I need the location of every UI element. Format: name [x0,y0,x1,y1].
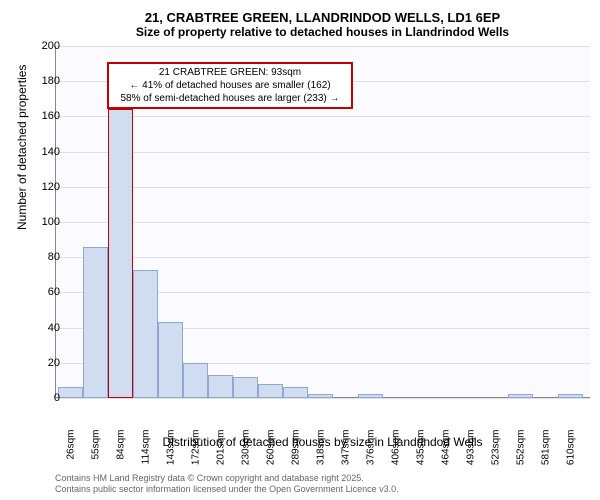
y-tick-label: 200 [30,40,60,52]
y-tick-label: 180 [30,75,60,87]
histogram-bar [183,363,208,398]
histogram-bar [158,322,183,398]
histogram-bar [83,247,108,398]
x-tick-label: 581sqm [540,430,551,470]
histogram-bar [558,394,583,398]
y-tick-label: 160 [30,110,60,122]
chart-container: 21, CRABTREE GREEN, LLANDRINDOD WELLS, L… [55,10,590,425]
histogram-bar [283,387,308,398]
x-tick-label: 406sqm [390,430,401,470]
x-tick-label: 523sqm [490,430,501,470]
y-tick-label: 120 [30,181,60,193]
annotation-line: 21 CRABTREE GREEN: 93sqm [113,66,347,79]
histogram-bar [58,387,83,398]
histogram-bar [208,375,233,398]
annotation-line: ← 41% of detached houses are smaller (16… [113,79,347,92]
x-tick-label: 435sqm [415,430,426,470]
grid-line [55,257,590,258]
x-tick-label: 172sqm [190,430,201,470]
y-tick-label: 100 [30,216,60,228]
x-tick-label: 552sqm [515,430,526,470]
y-tick-label: 20 [30,357,60,369]
x-tick-label: 114sqm [140,430,151,470]
x-tick-label: 143sqm [165,430,176,470]
grid-line [55,116,590,117]
histogram-bar [508,394,533,398]
histogram-bar [108,109,133,398]
footer-line1: Contains HM Land Registry data © Crown c… [55,473,399,485]
x-tick-label: 289sqm [290,430,301,470]
x-tick-label: 230sqm [240,430,251,470]
grid-line [55,222,590,223]
y-tick-label: 40 [30,322,60,334]
annotation-callout: 21 CRABTREE GREEN: 93sqm← 41% of detache… [107,62,353,109]
histogram-bar [358,394,383,398]
grid-line [55,398,590,399]
footer-line2: Contains public sector information licen… [55,484,399,496]
x-tick-label: 610sqm [565,430,576,470]
histogram-bar [233,377,258,398]
histogram-bar [258,384,283,398]
annotation-line: 58% of semi-detached houses are larger (… [113,92,347,105]
plot-area: 21 CRABTREE GREEN: 93sqm← 41% of detache… [55,46,590,398]
histogram-bar [308,394,333,398]
x-tick-label: 493sqm [465,430,476,470]
x-tick-label: 464sqm [440,430,451,470]
y-axis-label: Number of detached properties [15,65,29,230]
x-tick-label: 260sqm [265,430,276,470]
histogram-bar [133,270,158,398]
chart-title-sub: Size of property relative to detached ho… [55,25,590,39]
x-tick-label: 347sqm [340,430,351,470]
y-tick-label: 80 [30,251,60,263]
grid-line [55,46,590,47]
footer-attribution: Contains HM Land Registry data © Crown c… [55,473,399,496]
x-tick-label: 84sqm [115,430,126,470]
grid-line [55,187,590,188]
x-tick-label: 201sqm [215,430,226,470]
x-tick-label: 376sqm [365,430,376,470]
x-tick-label: 318sqm [315,430,326,470]
chart-title-main: 21, CRABTREE GREEN, LLANDRINDOD WELLS, L… [55,10,590,25]
x-tick-label: 55sqm [90,430,101,470]
grid-line [55,152,590,153]
y-tick-label: 140 [30,146,60,158]
x-tick-label: 26sqm [65,430,76,470]
y-tick-label: 60 [30,286,60,298]
y-tick-label: 0 [30,392,60,404]
